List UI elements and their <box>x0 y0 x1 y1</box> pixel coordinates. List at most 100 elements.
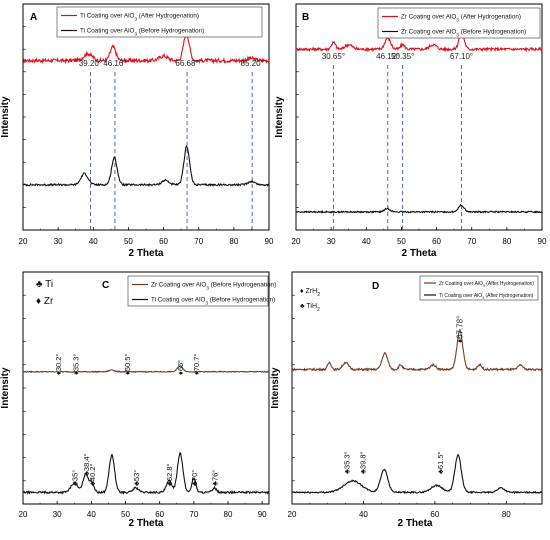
legend-box <box>377 7 541 39</box>
symbol-legend-entry: ♦ Zr <box>36 296 54 307</box>
y-axis-label: Intensity <box>0 367 11 409</box>
legend-entry: Zr Coating over AlO3 (Before Hydrogenati… <box>401 29 526 39</box>
peak-symbol-label: ♣62.8° <box>165 463 174 486</box>
symbol-legend-entry: ♣ TiH2 <box>300 303 320 313</box>
panel-a-frame <box>22 3 270 231</box>
series-line <box>22 451 270 495</box>
peak-label: ♦67.78° <box>456 316 465 343</box>
x-tick-label: 30 <box>327 237 336 246</box>
x-tick-label: 90 <box>265 237 274 246</box>
series-line <box>291 328 543 372</box>
x-tick-label: 60 <box>155 510 164 519</box>
legend-entry: Ti Coating over AlO3 (Before Hydrogenati… <box>80 28 204 38</box>
panel-b: 20 30 40 50 60 70 80 90 B Zr Coating over AlO3 … <box>274 3 547 259</box>
x-tick-label: 50 <box>124 237 133 246</box>
legend-entry: Zr Coating over AlO3 (Before Hydrogenati… <box>151 282 276 292</box>
symbol-legend-entry: ♣ Ti <box>36 279 53 290</box>
panel-a-letter: A <box>30 12 37 23</box>
x-tick-label: 40 <box>87 510 96 519</box>
y-axis-label: Intensity <box>0 96 11 138</box>
panel-c: 20 30 40 50 60 70 80 90 C Zr Coating over AlO3 … <box>0 271 276 529</box>
panel-d-letter: D <box>372 281 379 292</box>
y-axis-label: Intensity <box>270 367 281 409</box>
panel-d: 20 40 60 80 D Zr Coating over AlO3 (After H… <box>270 271 543 529</box>
peak-symbol-label: ♦50.5° <box>123 354 132 375</box>
panel-c-legend: Zr Coating over AlO3 (Before Hydrogenati… <box>127 275 276 307</box>
peak-symbol-label: ♣70° <box>190 470 199 486</box>
x-tick-label: 50 <box>121 510 130 519</box>
peak-symbol-label: ♣40.2° <box>88 463 97 486</box>
legend-entry: Ti Coating over AlO3 (After Hydrogenatio… <box>439 293 534 300</box>
panel-a-legend: Ti Coating over AlO3 (After Hydrogenatio… <box>56 6 263 38</box>
legend-entry: Ti Coating over AlO3 (Before Hydrogenati… <box>151 297 275 307</box>
peak-label: 66.68° <box>175 59 198 68</box>
peak-symbol-label: ♦30.2° <box>54 354 63 375</box>
x-tick-label: 60 <box>430 510 439 519</box>
peak-symbol-label: ♣35° <box>70 470 79 486</box>
peak-symbol-label: ♣61.5° <box>436 451 445 474</box>
x-tick-label: 70 <box>189 510 198 519</box>
x-axis-label: 2 Theta <box>401 248 436 259</box>
x-tick-label: 50 <box>397 237 406 246</box>
peak-symbol-label: ♣76° <box>210 470 219 486</box>
x-tick-label: 60 <box>432 237 441 246</box>
legend-entry: Zr Coating over AlO3 (After Hydrogenatio… <box>401 14 521 24</box>
x-tick-label: 70 <box>467 237 476 246</box>
panel-d-legend: Zr Coating over AlO3 (After Hydrogenatio… <box>419 275 539 301</box>
x-tick-label: 80 <box>229 237 238 246</box>
panel-b-letter: B <box>302 12 309 23</box>
x-tick-label: 20 <box>292 237 301 246</box>
peak-label: 46.16° <box>103 59 126 68</box>
peak-symbol-label: ♣53° <box>132 470 141 486</box>
x-tick-label: 70 <box>194 237 203 246</box>
legend-entry: Zr Coating over AlO3 (After Hydrogenatio… <box>439 281 534 288</box>
symbol-legend-entry: ♦ ZrH2 <box>300 288 320 298</box>
x-tick-label: 40 <box>362 237 371 246</box>
panel-a: 20 30 40 50 60 70 80 90 A Ti Coating over AlO3 … <box>0 3 274 259</box>
peak-label: 39.20° <box>79 59 102 68</box>
x-tick-label: 80 <box>502 237 511 246</box>
x-tick-label: 80 <box>224 510 233 519</box>
x-tick-label: 40 <box>89 237 98 246</box>
peak-symbol-label: ♣38.4° <box>82 453 91 476</box>
x-tick-label: 30 <box>54 237 63 246</box>
series-line <box>22 30 270 65</box>
peak-label: 30.65° <box>322 52 345 61</box>
peak-symbol-label: ♦35.3° <box>71 354 80 375</box>
x-axis-label: 2 Theta <box>128 518 163 529</box>
x-tick-label: 20 <box>19 237 28 246</box>
peak-symbol-label: ♦66° <box>176 360 185 375</box>
peak-symbol-label: ♣35.3° <box>343 451 352 474</box>
panel-c-frame <box>22 271 270 505</box>
peak-label: 67.10° <box>450 52 473 61</box>
series-line <box>295 203 543 214</box>
x-tick-label: 80 <box>502 510 511 519</box>
x-tick-label: 90 <box>258 510 267 519</box>
x-tick-label: 40 <box>359 510 368 519</box>
y-axis-label: Intensity <box>274 96 285 138</box>
peak-label: 50.35° <box>391 52 414 61</box>
x-axis-label: 2 Theta <box>397 518 432 529</box>
x-tick-label: 20 <box>19 510 28 519</box>
panel-b-legend: Zr Coating over AlO3 (After Hydrogenatio… <box>377 7 541 39</box>
peak-symbol-label: ♦70.7° <box>192 354 201 375</box>
legend-box <box>419 275 539 301</box>
x-axis-label: 2 Theta <box>128 248 163 259</box>
x-tick-label: 30 <box>53 510 62 519</box>
series-line <box>291 453 543 495</box>
series-line <box>295 29 543 53</box>
peak-symbol-label: ♣39.8° <box>359 451 368 474</box>
series-line <box>22 144 270 187</box>
x-tick-label: 60 <box>159 237 168 246</box>
panel-c-letter: C <box>102 280 109 291</box>
x-tick-label: 90 <box>538 237 547 246</box>
peak-label: 46.12° <box>376 52 399 61</box>
series-line <box>22 365 270 374</box>
legend-box <box>127 275 269 307</box>
legend-box <box>56 6 263 38</box>
peak-label: 85.20° <box>241 59 264 68</box>
x-tick-label: 20 <box>288 510 297 519</box>
panel-d-frame <box>291 271 543 505</box>
